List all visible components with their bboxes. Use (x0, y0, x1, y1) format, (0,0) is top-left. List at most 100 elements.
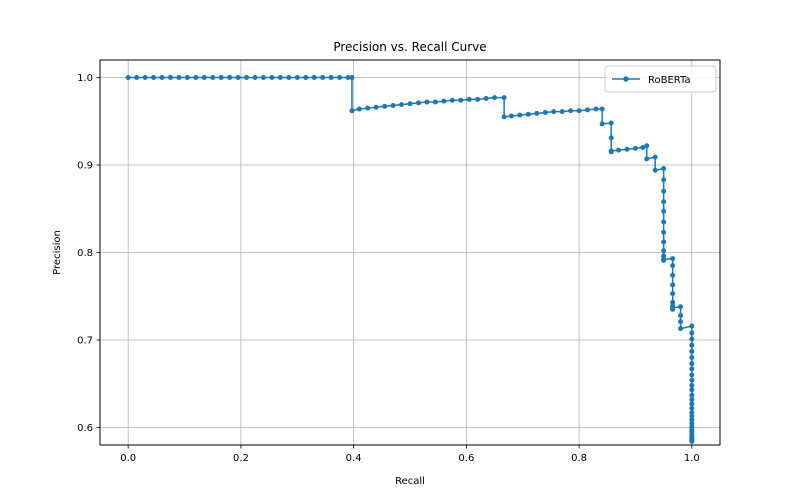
data-point (608, 120, 614, 126)
data-point (441, 98, 447, 104)
data-point (670, 291, 676, 297)
data-point (585, 107, 591, 113)
data-point (689, 336, 695, 342)
data-point (689, 372, 695, 378)
data-point (689, 417, 695, 423)
data-point (599, 121, 605, 127)
data-point (201, 75, 207, 80)
data-point (337, 75, 343, 80)
data-point (551, 109, 557, 115)
data-point (252, 75, 258, 80)
x-tick-label: 0.6 (458, 453, 474, 464)
data-point (466, 96, 472, 102)
data-point (689, 401, 695, 407)
data-point (644, 143, 650, 149)
data-point (382, 103, 388, 109)
grid-layer (100, 60, 720, 445)
data-point (689, 439, 695, 444)
data-point (689, 361, 695, 367)
data-point (244, 75, 250, 80)
data-point (599, 106, 605, 112)
chart-title: Precision vs. Recall Curve (333, 40, 486, 54)
data-point (689, 323, 695, 329)
x-tick-label: 0.2 (233, 453, 249, 464)
y-tick-label: 0.6 (77, 423, 93, 434)
data-point (134, 75, 140, 80)
data-point (475, 96, 481, 102)
data-point (235, 75, 241, 80)
data-point (689, 348, 695, 354)
legend-label-roberta: RoBERTa (648, 75, 691, 86)
y-tick-label: 0.8 (77, 248, 93, 259)
data-point (328, 75, 334, 80)
data-point (349, 108, 355, 114)
data-point (576, 108, 582, 114)
data-point (670, 263, 676, 269)
series-layer (125, 75, 695, 444)
data-point (501, 114, 507, 120)
data-point (176, 75, 182, 80)
data-point (689, 392, 695, 398)
data-point (689, 342, 695, 348)
data-point (678, 313, 684, 318)
data-point (311, 75, 317, 80)
data-point (356, 106, 362, 112)
data-point (492, 95, 498, 101)
data-point (608, 148, 614, 154)
data-point (542, 110, 548, 115)
data-point (678, 304, 684, 310)
data-point (652, 167, 658, 173)
data-point (508, 113, 514, 119)
data-point (159, 75, 165, 80)
data-point (670, 256, 676, 262)
series-line-roberta (128, 76, 693, 442)
x-axis-label: Recall (395, 476, 425, 487)
y-axis-label: Precision (52, 230, 63, 275)
data-point (689, 355, 695, 360)
data-point (349, 75, 355, 80)
x-tick-label: 0.8 (571, 453, 587, 464)
data-point (517, 112, 523, 118)
data-point (449, 97, 455, 103)
data-point (501, 95, 507, 101)
data-point (689, 397, 695, 402)
data-point (661, 257, 667, 262)
data-point (415, 100, 421, 106)
data-point (593, 106, 599, 112)
data-point (193, 75, 199, 80)
data-point (689, 405, 695, 411)
y-tick-label: 0.9 (77, 161, 93, 172)
x-tick-label: 0.0 (120, 453, 136, 464)
data-point (644, 156, 650, 162)
x-tick-label: 1.0 (684, 453, 700, 464)
data-point (365, 105, 371, 111)
data-point (218, 75, 224, 80)
data-point (661, 199, 667, 205)
data-point (632, 145, 638, 151)
data-point (661, 188, 667, 194)
data-point (373, 104, 379, 110)
data-point (432, 99, 438, 105)
data-point (227, 75, 233, 80)
data-point (661, 239, 667, 245)
data-point (670, 282, 676, 288)
data-point (525, 111, 531, 117)
legend: RoBERTa (604, 65, 717, 93)
data-point (661, 177, 667, 183)
data-point (678, 319, 684, 325)
data-point (689, 413, 695, 419)
data-point (390, 103, 396, 108)
data-point (269, 75, 275, 80)
data-point (661, 166, 667, 171)
data-point (568, 108, 574, 114)
data-point (689, 383, 695, 388)
data-point (661, 219, 667, 225)
data-point (125, 75, 131, 80)
data-point (303, 75, 309, 80)
data-point (661, 208, 667, 214)
data-point (689, 410, 695, 416)
data-point (294, 75, 300, 80)
data-point (689, 377, 695, 383)
